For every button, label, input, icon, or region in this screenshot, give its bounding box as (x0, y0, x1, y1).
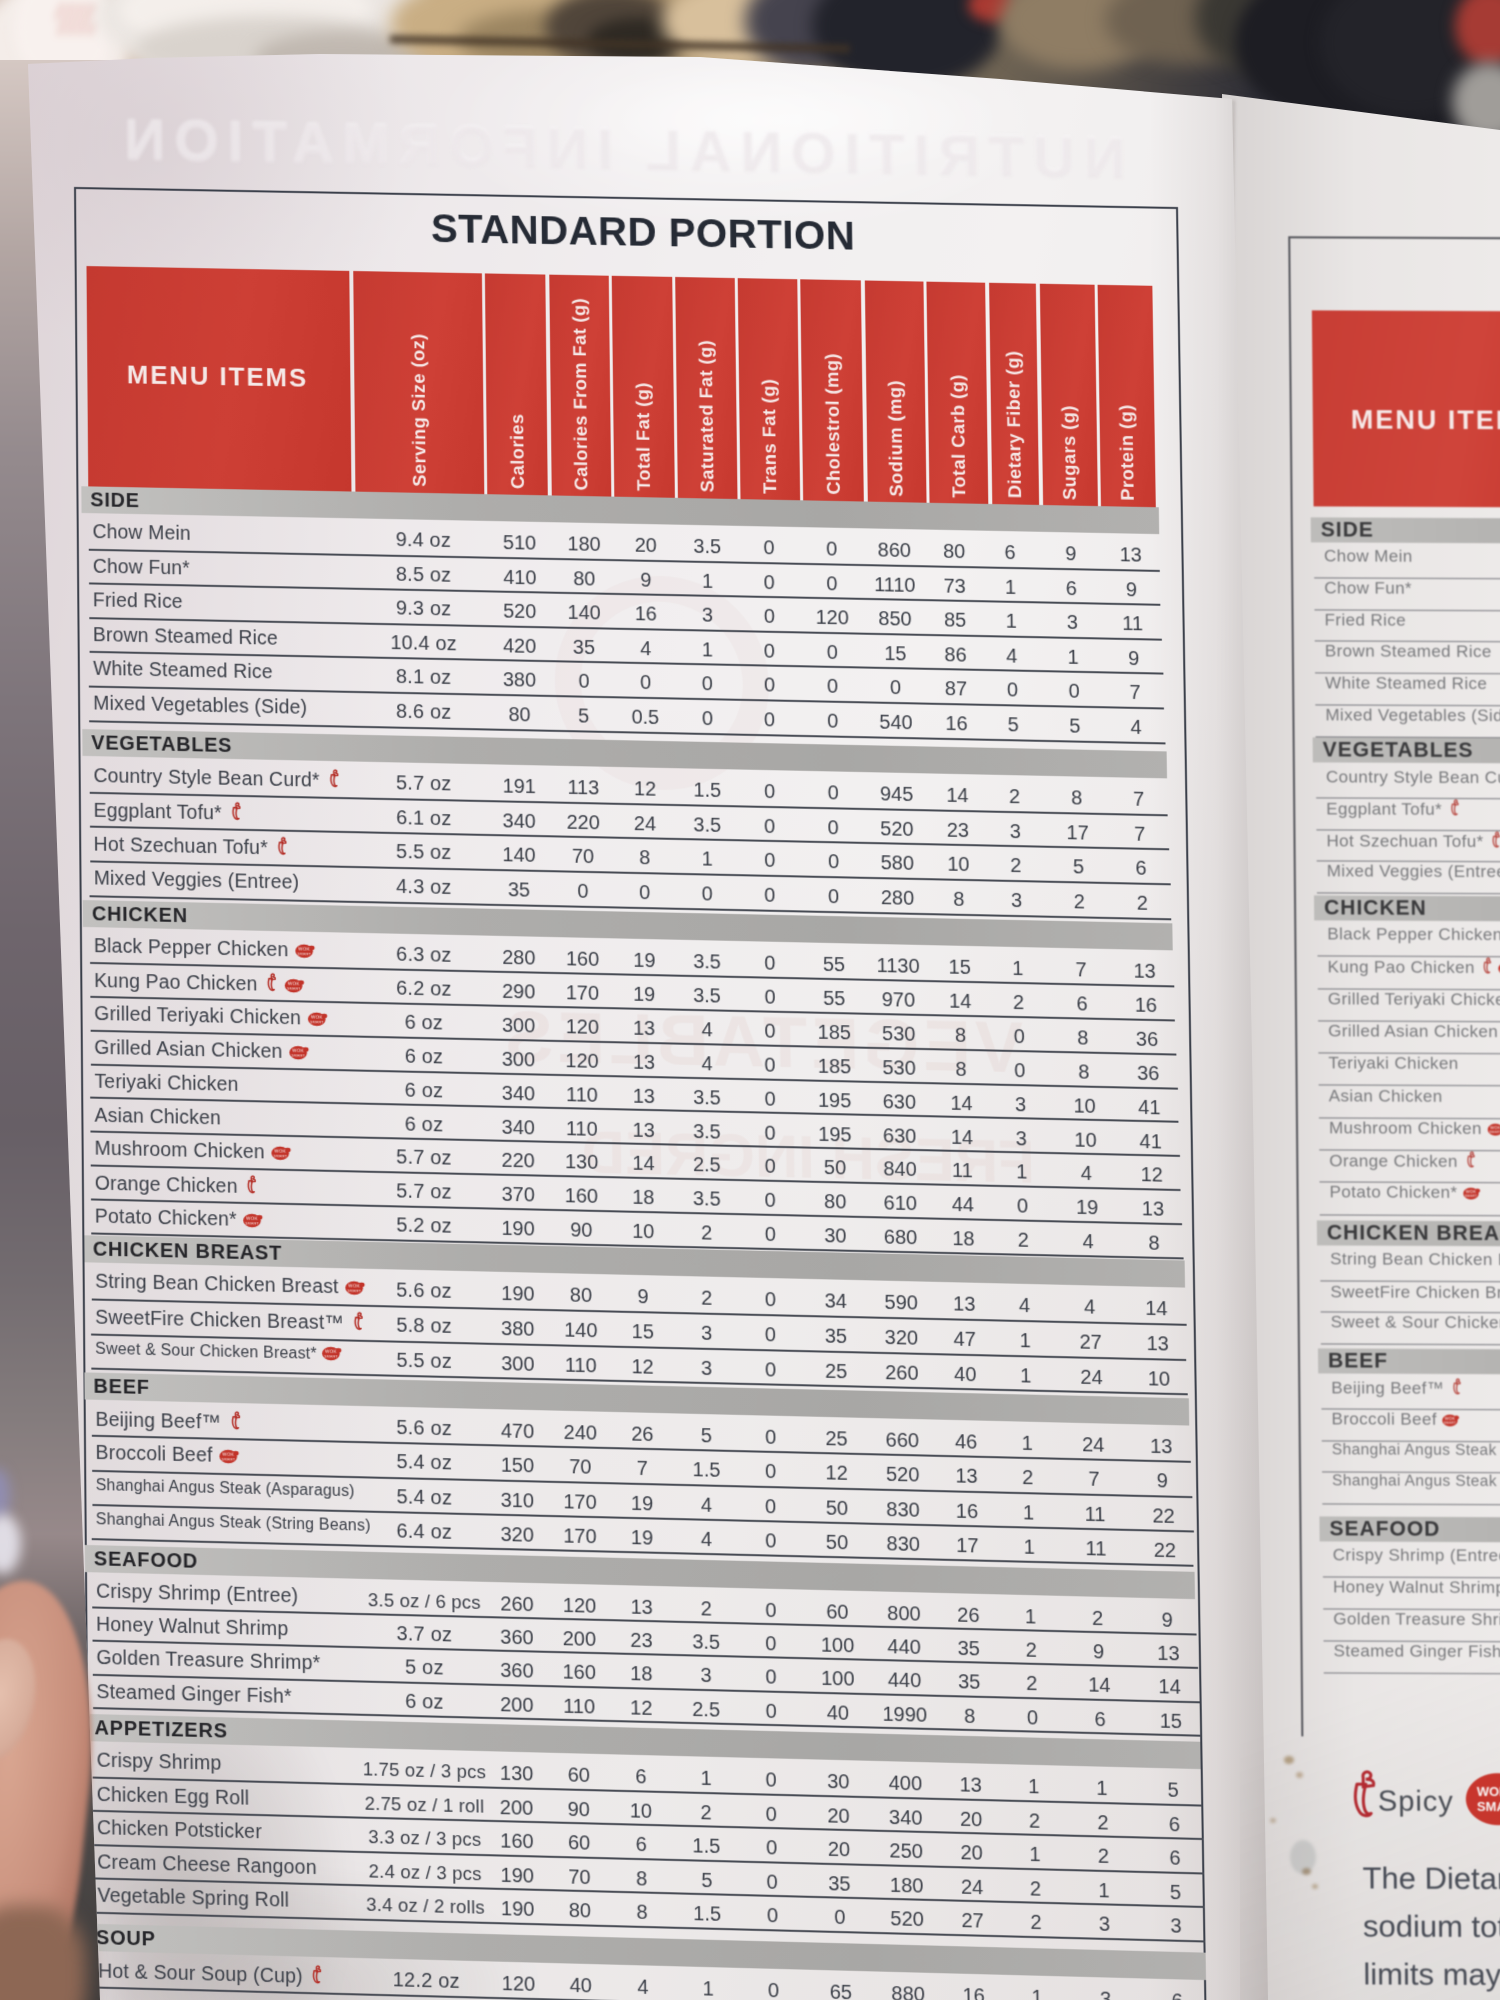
svg-text:WOK: WOK (1490, 1125, 1500, 1130)
svg-text:WOK: WOK (325, 1348, 338, 1353)
svg-text:SMART: SMART (347, 1289, 361, 1293)
svg-text:SMART: SMART (310, 1020, 324, 1024)
svg-text:WOK: WOK (298, 946, 311, 951)
svg-text:WOK: WOK (1445, 1416, 1456, 1421)
svg-text:SMART: SMART (287, 987, 301, 991)
svg-text:SMART: SMART (1465, 1194, 1478, 1198)
svg-text:SMART: SMART (221, 1458, 235, 1462)
svg-text:SMART: SMART (1489, 1130, 1500, 1134)
svg-text:SMART: SMART (245, 1222, 259, 1226)
svg-text:SMART: SMART (291, 1053, 305, 1057)
svg-text:SMART: SMART (1444, 1421, 1457, 1425)
svg-text:WOK: WOK (274, 1149, 287, 1154)
svg-text:SMART: SMART (273, 1155, 287, 1159)
svg-text:WOK: WOK (222, 1452, 235, 1457)
svg-text:SMART: SMART (297, 952, 311, 956)
svg-text:WOK: WOK (246, 1216, 259, 1221)
svg-text:SMART: SMART (324, 1354, 338, 1358)
svg-text:WOK: WOK (310, 1014, 323, 1019)
svg-text:WOK: WOK (1466, 1189, 1477, 1194)
svg-text:WOK: WOK (348, 1283, 361, 1288)
svg-text:WOK: WOK (292, 1048, 305, 1053)
svg-text:WOK: WOK (288, 981, 301, 986)
